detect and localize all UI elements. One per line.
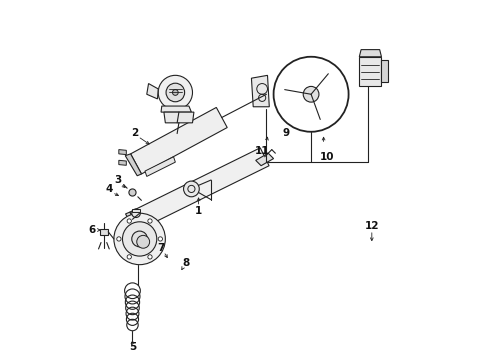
Polygon shape	[132, 208, 140, 212]
Polygon shape	[119, 150, 126, 154]
Circle shape	[148, 255, 152, 259]
Circle shape	[127, 255, 131, 259]
Text: 10: 10	[320, 152, 334, 162]
Circle shape	[137, 235, 149, 248]
Polygon shape	[130, 148, 269, 230]
Circle shape	[132, 231, 147, 247]
Circle shape	[129, 189, 136, 196]
Text: 9: 9	[283, 128, 290, 138]
Circle shape	[117, 237, 121, 241]
Polygon shape	[125, 154, 142, 176]
Polygon shape	[359, 50, 381, 57]
Text: 8: 8	[183, 258, 190, 268]
Text: 4: 4	[105, 184, 113, 194]
Polygon shape	[145, 157, 175, 176]
Polygon shape	[125, 212, 139, 232]
Circle shape	[166, 83, 185, 102]
Text: 6: 6	[89, 225, 96, 235]
Text: 7: 7	[157, 243, 165, 253]
Circle shape	[127, 219, 131, 223]
Text: 12: 12	[365, 221, 379, 231]
Circle shape	[148, 219, 152, 223]
Text: 2: 2	[131, 128, 139, 138]
Polygon shape	[359, 57, 381, 86]
Circle shape	[158, 237, 163, 241]
Circle shape	[303, 86, 319, 102]
Polygon shape	[381, 60, 388, 82]
Circle shape	[172, 90, 178, 95]
Text: 11: 11	[255, 147, 270, 157]
Polygon shape	[164, 112, 194, 123]
Polygon shape	[147, 84, 158, 99]
Circle shape	[114, 213, 165, 265]
Polygon shape	[99, 229, 108, 235]
Polygon shape	[131, 107, 227, 174]
Polygon shape	[119, 160, 126, 165]
Polygon shape	[256, 153, 273, 166]
Circle shape	[132, 209, 140, 217]
Circle shape	[158, 75, 193, 110]
Polygon shape	[161, 106, 192, 112]
Circle shape	[184, 181, 199, 197]
Text: 1: 1	[195, 206, 202, 216]
Text: 5: 5	[129, 342, 136, 352]
Text: 3: 3	[114, 175, 122, 185]
Circle shape	[122, 222, 157, 256]
Polygon shape	[251, 75, 270, 107]
